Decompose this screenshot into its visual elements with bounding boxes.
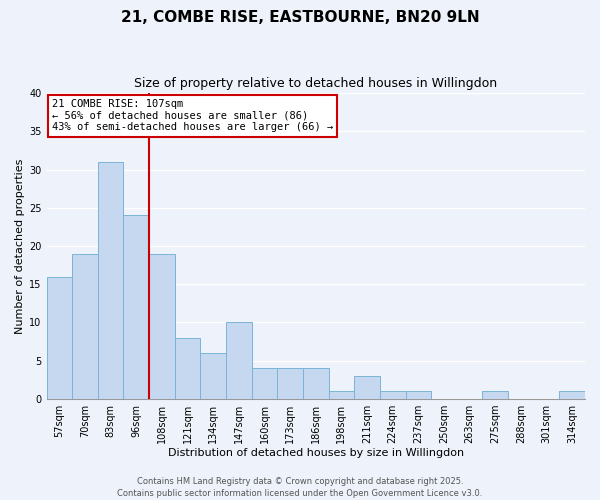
Bar — [200, 353, 226, 399]
Text: Contains HM Land Registry data © Crown copyright and database right 2025.
Contai: Contains HM Land Registry data © Crown c… — [118, 476, 482, 498]
Bar — [72, 254, 98, 399]
Title: Size of property relative to detached houses in Willingdon: Size of property relative to detached ho… — [134, 78, 497, 90]
Bar — [175, 338, 200, 399]
Bar — [380, 392, 406, 399]
Bar — [47, 276, 72, 399]
Bar — [149, 254, 175, 399]
Bar — [406, 392, 431, 399]
Bar — [98, 162, 124, 399]
Bar — [354, 376, 380, 399]
Bar — [277, 368, 303, 399]
Bar — [482, 392, 508, 399]
Text: 21 COMBE RISE: 107sqm
← 56% of detached houses are smaller (86)
43% of semi-deta: 21 COMBE RISE: 107sqm ← 56% of detached … — [52, 99, 333, 132]
Bar — [124, 216, 149, 399]
Bar — [226, 322, 251, 399]
Y-axis label: Number of detached properties: Number of detached properties — [15, 158, 25, 334]
Bar — [303, 368, 329, 399]
Bar — [251, 368, 277, 399]
X-axis label: Distribution of detached houses by size in Willingdon: Distribution of detached houses by size … — [168, 448, 464, 458]
Bar — [329, 392, 354, 399]
Text: 21, COMBE RISE, EASTBOURNE, BN20 9LN: 21, COMBE RISE, EASTBOURNE, BN20 9LN — [121, 10, 479, 25]
Bar — [559, 392, 585, 399]
